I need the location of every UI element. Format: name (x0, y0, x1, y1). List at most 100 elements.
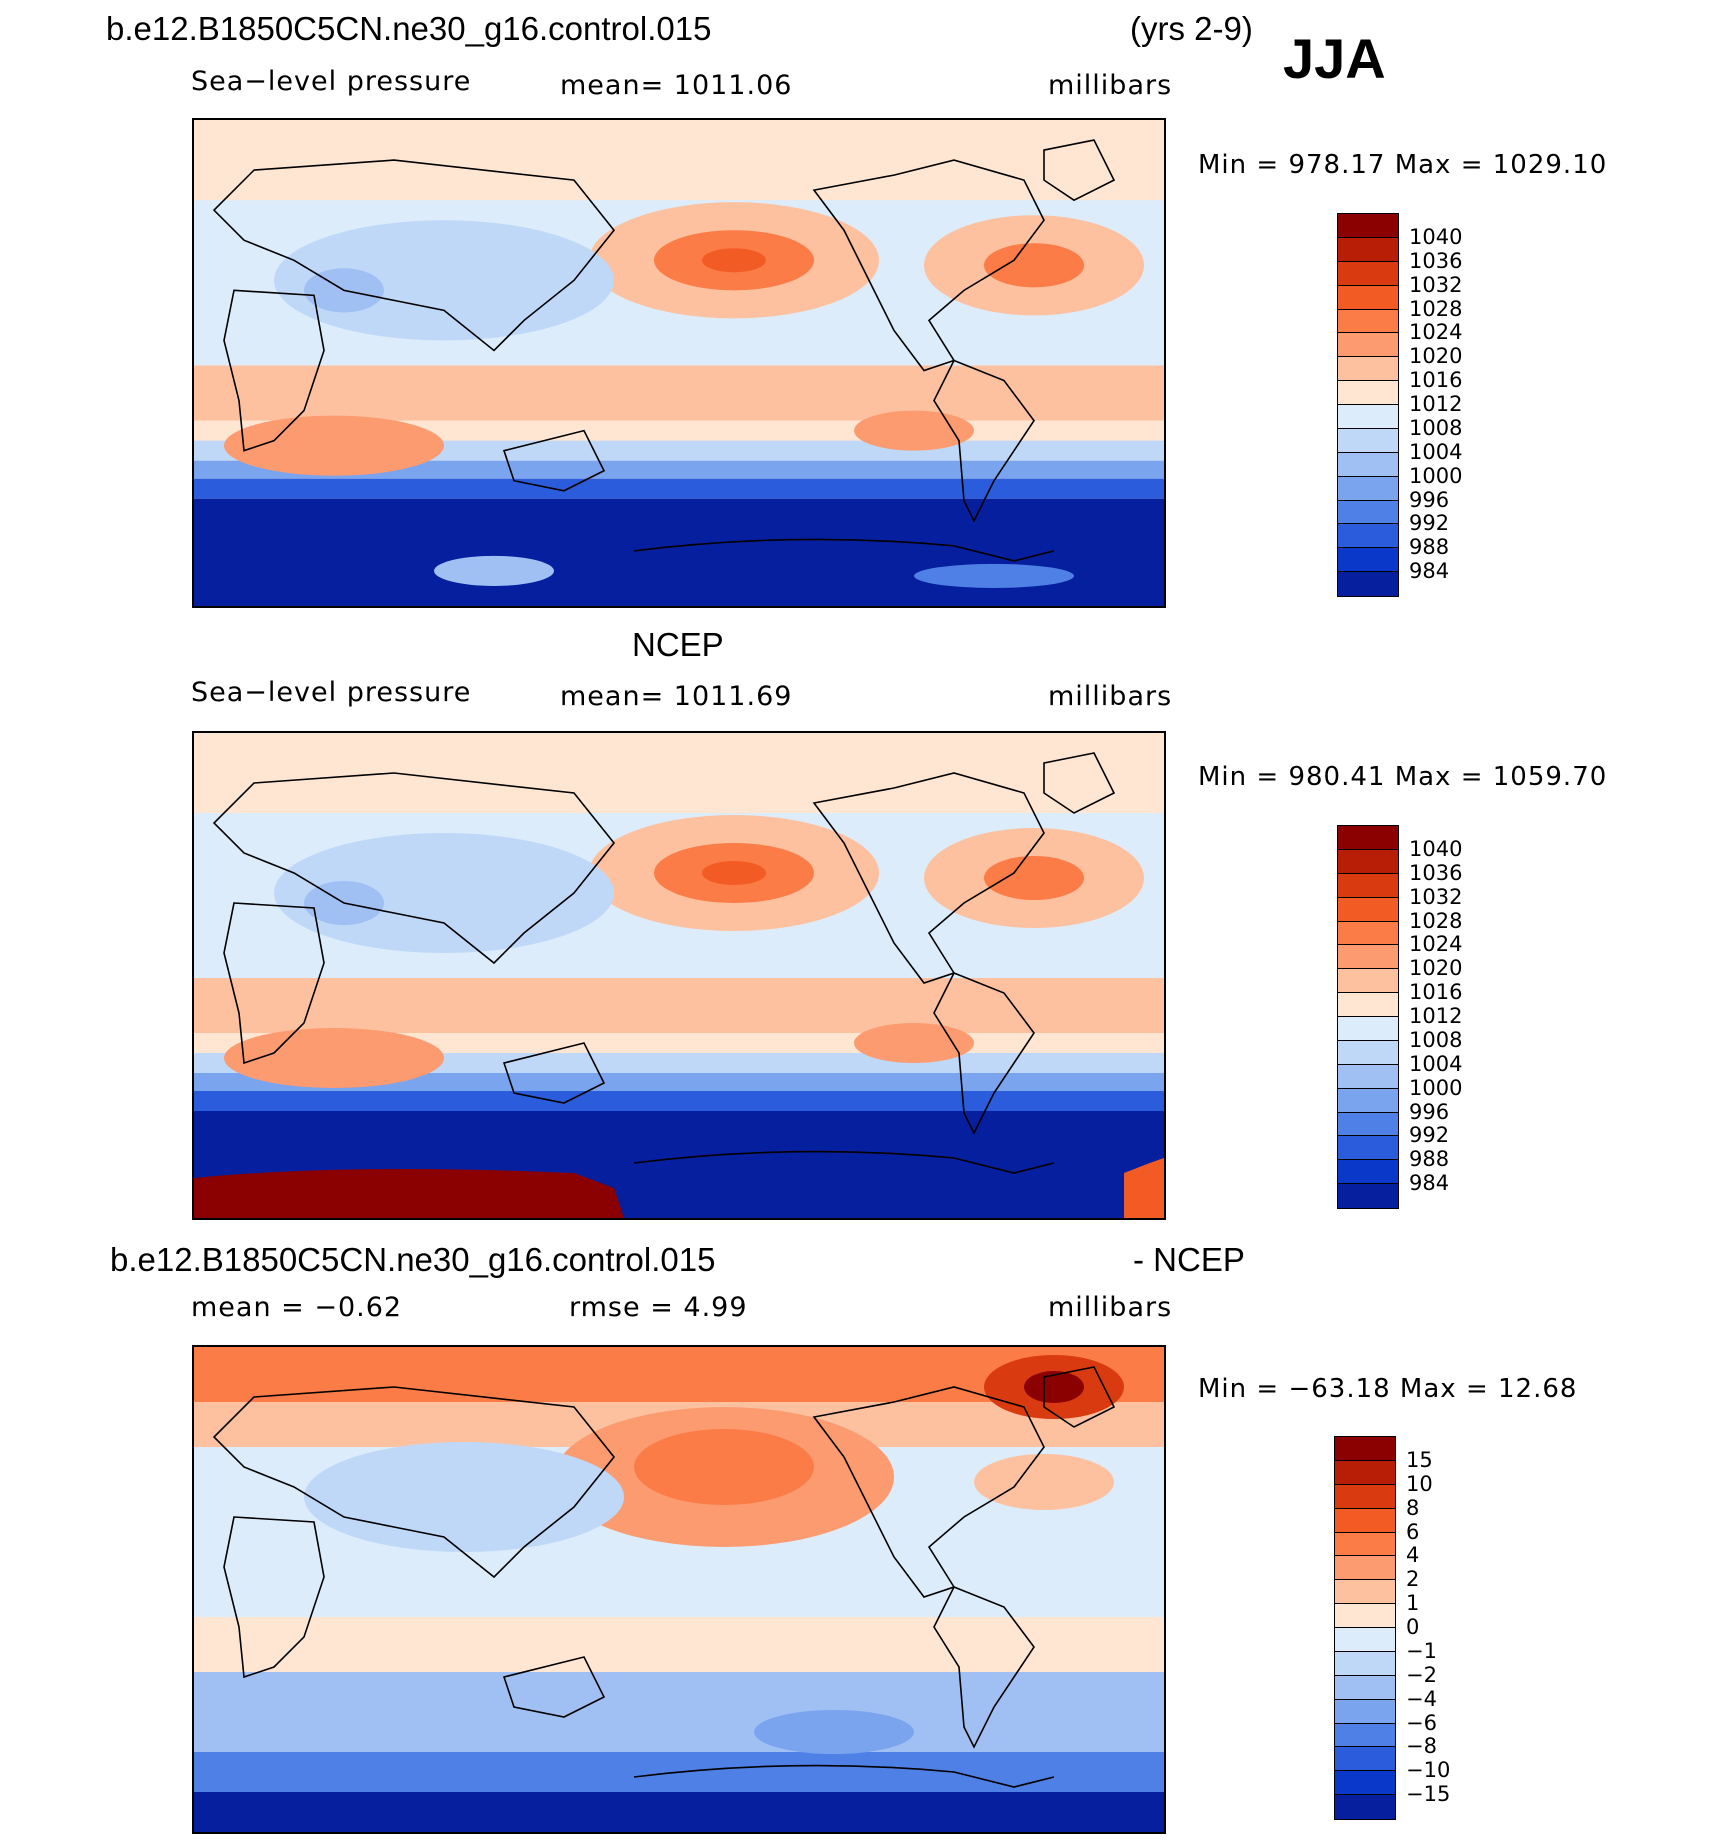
colorbar-label: −2 (1406, 1662, 1437, 1687)
panel3-rmse: rmse = 4.99 (569, 1292, 748, 1323)
panel1-map (192, 118, 1166, 608)
colorbar-label: 15 (1406, 1447, 1433, 1472)
colorbar-swatch (1335, 1795, 1395, 1819)
panel3-colorbar (1334, 1436, 1396, 1820)
season-label: JJA (1283, 27, 1386, 90)
colorbar-label: 1016 (1409, 980, 1463, 1005)
colorbar-label: −6 (1406, 1710, 1437, 1735)
colorbar-label: −4 (1406, 1686, 1437, 1711)
panel2-map (192, 731, 1166, 1220)
colorbar-swatch (1335, 1604, 1395, 1628)
colorbar-swatch (1338, 1136, 1398, 1161)
colorbar-swatch (1338, 921, 1398, 946)
colorbar-label: 1028 (1409, 908, 1463, 933)
colorbar-swatch (1338, 897, 1398, 922)
colorbar-swatch (1338, 309, 1398, 334)
colorbar-label: 1008 (1409, 415, 1463, 440)
panel2-variable: Sea−level pressure (191, 677, 472, 708)
panel1-colorbar (1337, 213, 1399, 597)
panel3-title-right: - NCEP (1133, 1241, 1245, 1278)
panel2-units: millibars (1048, 681, 1173, 712)
panel1-variable: Sea−level pressure (191, 66, 472, 97)
colorbar-swatch (1338, 381, 1398, 405)
colorbar-swatch (1335, 1532, 1395, 1557)
colorbar-swatch (1335, 1675, 1395, 1700)
colorbar-swatch (1338, 548, 1398, 573)
colorbar-label: 0 (1406, 1615, 1420, 1639)
colorbar-swatch (1338, 405, 1398, 429)
panel2-colorbar (1337, 825, 1399, 1209)
colorbar-label: 1028 (1409, 296, 1463, 321)
colorbar-label: 1016 (1409, 368, 1463, 393)
colorbar-label: 1004 (1409, 439, 1463, 464)
colorbar-label: −1 (1406, 1638, 1437, 1663)
colorbar-swatch (1338, 333, 1398, 358)
colorbar-swatch (1338, 428, 1398, 453)
colorbar-swatch (1338, 357, 1398, 382)
colorbar-swatch (1335, 1508, 1395, 1533)
colorbar-label: 984 (1409, 559, 1450, 584)
colorbar-label: 992 (1409, 1123, 1450, 1148)
colorbar-label: 1036 (1409, 248, 1463, 273)
panel2-title: NCEP (632, 626, 724, 663)
colorbar-label: 1020 (1409, 956, 1463, 981)
colorbar-label: 996 (1409, 1099, 1450, 1124)
colorbar-label: 1024 (1409, 320, 1463, 345)
colorbar-swatch (1335, 1460, 1395, 1485)
colorbar-label: 1004 (1409, 1051, 1463, 1076)
colorbar-swatch (1335, 1484, 1395, 1509)
colorbar-swatch (1335, 1723, 1395, 1748)
colorbar-label: 1036 (1409, 860, 1463, 885)
colorbar-swatch (1338, 873, 1398, 898)
panel3-map (192, 1345, 1166, 1834)
colorbar-label: 1024 (1409, 932, 1463, 957)
colorbar-label: 984 (1409, 1171, 1450, 1196)
case-title: b.e12.B1850C5CN.ne30_g16.control.015 (106, 10, 712, 47)
panel1-minmax: Min = 978.17 Max = 1029.10 (1198, 150, 1608, 180)
colorbar-label: 1020 (1409, 344, 1463, 369)
colorbar-swatch (1335, 1651, 1395, 1676)
colorbar-swatch (1338, 993, 1398, 1017)
colorbar-label: 1000 (1409, 1075, 1463, 1100)
panel2-mean: mean= 1011.69 (560, 681, 793, 712)
colorbar-swatch (1338, 849, 1398, 874)
panel3-units: millibars (1048, 1292, 1173, 1323)
panel3-title-left: b.e12.B1850C5CN.ne30_g16.control.015 (110, 1241, 716, 1278)
colorbar-label: −8 (1406, 1734, 1437, 1759)
colorbar-label: 6 (1406, 1519, 1420, 1544)
colorbar-label: 992 (1409, 511, 1450, 536)
colorbar-swatch (1338, 1064, 1398, 1089)
colorbar-swatch (1338, 524, 1398, 549)
colorbar-label: 4 (1406, 1543, 1420, 1568)
colorbar-swatch (1335, 1771, 1395, 1796)
colorbar-swatch (1338, 969, 1398, 994)
colorbar-label: 8 (1406, 1495, 1420, 1520)
colorbar-label: 1032 (1409, 884, 1463, 909)
panel3-minmax: Min = −63.18 Max = 12.68 (1198, 1374, 1578, 1404)
colorbar-label: 996 (1409, 487, 1450, 512)
colorbar-swatch (1338, 1017, 1398, 1041)
colorbar-swatch (1335, 1628, 1395, 1652)
colorbar-swatch (1338, 826, 1398, 850)
panel1-units: millibars (1048, 70, 1173, 101)
colorbar-label: 1 (1406, 1591, 1420, 1616)
colorbar-label: 1000 (1409, 463, 1463, 488)
colorbar-swatch (1335, 1437, 1395, 1461)
colorbar-label: 10 (1406, 1471, 1433, 1496)
colorbar-swatch (1338, 261, 1398, 286)
colorbar-label: 2 (1406, 1567, 1420, 1592)
colorbar-swatch (1338, 1040, 1398, 1065)
colorbar-swatch (1338, 1160, 1398, 1185)
panel3-mean: mean = −0.62 (191, 1292, 403, 1323)
colorbar-label: −15 (1406, 1782, 1451, 1807)
colorbar-label: 988 (1409, 1147, 1450, 1172)
colorbar-swatch (1338, 214, 1398, 238)
colorbar-swatch (1335, 1556, 1395, 1581)
colorbar-swatch (1338, 476, 1398, 501)
colorbar-label: 1040 (1409, 224, 1463, 249)
colorbar-label: 1012 (1409, 1004, 1463, 1028)
colorbar-label: −10 (1406, 1758, 1451, 1783)
colorbar-swatch (1338, 1184, 1398, 1208)
colorbar-swatch (1338, 452, 1398, 477)
colorbar-swatch (1335, 1580, 1395, 1605)
